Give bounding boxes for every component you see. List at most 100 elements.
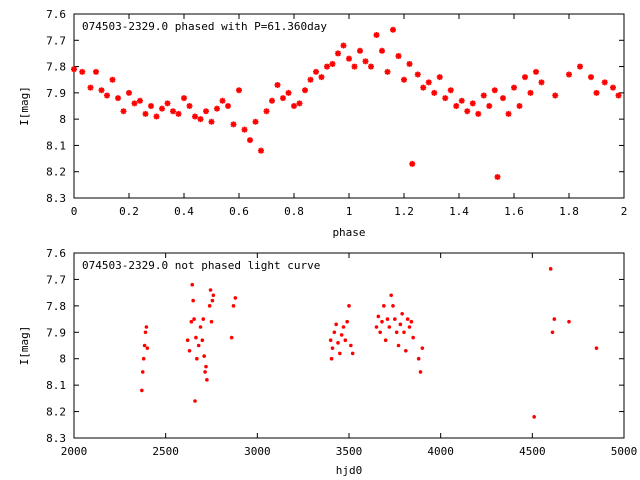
- data-point: [203, 108, 209, 115]
- data-point: [332, 330, 337, 335]
- data-point: [231, 304, 236, 308]
- data-point: [202, 354, 206, 358]
- data-point: [324, 63, 330, 70]
- data-point: [505, 110, 512, 117]
- x-tick-label: 0.6: [229, 205, 249, 218]
- x-axis-label: hjd0: [336, 464, 363, 477]
- data-point: [389, 293, 393, 298]
- data-point: [376, 314, 381, 319]
- data-point: [126, 89, 132, 96]
- data-point: [159, 105, 165, 112]
- data-point: [191, 298, 195, 303]
- data-point: [409, 319, 414, 324]
- data-point: [436, 74, 443, 81]
- y-axis-label: I[mag]: [18, 86, 31, 126]
- data-point: [420, 84, 427, 91]
- data-point: [189, 319, 194, 324]
- x-tick-label: 2: [621, 205, 628, 218]
- data-point: [219, 97, 226, 104]
- data-point: [164, 100, 171, 107]
- data-point: [414, 71, 421, 78]
- data-point: [318, 74, 325, 81]
- data-point: [204, 364, 208, 369]
- data-point: [464, 108, 471, 115]
- data-point: [345, 319, 349, 324]
- data-point: [241, 126, 248, 133]
- data-point: [338, 351, 342, 356]
- data-point: [409, 160, 416, 167]
- x-tick-label: 0: [71, 205, 78, 218]
- data-point: [368, 63, 374, 70]
- data-point: [615, 92, 622, 99]
- data-point: [522, 74, 528, 81]
- data-point: [416, 356, 421, 361]
- data-point: [594, 346, 599, 350]
- data-point: [552, 92, 559, 99]
- x-tick-label: 0.2: [119, 205, 139, 218]
- data-point: [343, 338, 348, 343]
- data-point: [79, 68, 86, 75]
- data-point: [200, 338, 205, 343]
- data-point: [538, 79, 545, 86]
- x-axis-label: phase: [332, 226, 365, 239]
- data-point: [396, 343, 401, 348]
- data-point: [387, 325, 392, 329]
- data-point: [143, 330, 148, 335]
- x-tick-label: 3500: [336, 445, 363, 458]
- data-point: [208, 118, 215, 125]
- data-point: [347, 304, 351, 308]
- data-point: [425, 79, 432, 86]
- y-tick-label: 8.3: [46, 192, 66, 205]
- y-tick-label: 7.9: [46, 87, 66, 100]
- data-point: [447, 87, 454, 94]
- data-point: [486, 103, 493, 109]
- data-point: [500, 95, 506, 102]
- y-tick-label: 7.7: [46, 273, 66, 286]
- data-point: [339, 333, 344, 337]
- data-point: [214, 105, 220, 112]
- data-point: [394, 330, 399, 335]
- data-point: [418, 370, 423, 374]
- data-point: [142, 110, 149, 117]
- data-point: [402, 330, 406, 335]
- data-point: [140, 370, 145, 374]
- x-tick-label: 4000: [427, 445, 454, 458]
- data-point: [391, 304, 395, 308]
- unphased-light-curve-chart: 2000 2500 3000 3500 4000 4500 5000 7.6 7.7 7.8 7.9…: [18, 247, 637, 477]
- y-tick-label: 8.1: [46, 379, 66, 392]
- data-point: [195, 356, 199, 361]
- data-point: [209, 319, 214, 324]
- data-point: [194, 335, 198, 340]
- data-point: [373, 32, 380, 39]
- data-point: [207, 304, 212, 308]
- y-tick-label: 7.7: [46, 34, 66, 47]
- data-point: [93, 68, 99, 75]
- data-point: [229, 335, 234, 340]
- data-point: [269, 97, 275, 104]
- data-point: [313, 68, 319, 75]
- data-point: [274, 81, 281, 88]
- data-point: [285, 89, 292, 96]
- data-point: [527, 89, 534, 96]
- x-tick-label: 0.8: [284, 205, 304, 218]
- data-point: [334, 322, 338, 327]
- data-point: [350, 351, 355, 356]
- data-point: [198, 325, 203, 329]
- data-point: [144, 325, 149, 329]
- data-point: [192, 113, 198, 120]
- data-point: [491, 87, 498, 94]
- data-point: [208, 288, 213, 292]
- data-point: [302, 87, 308, 94]
- data-point: [185, 338, 190, 343]
- data-point: [458, 97, 465, 104]
- data-point: [374, 325, 379, 329]
- data-point: [411, 335, 415, 340]
- data-point: [329, 356, 334, 361]
- data-point: [236, 87, 242, 94]
- data-point: [406, 60, 413, 67]
- data-point: [141, 356, 146, 361]
- y-tick-label: 8: [59, 113, 66, 126]
- y-tick-label: 8: [59, 353, 66, 366]
- x-tick-label: 4500: [519, 445, 546, 458]
